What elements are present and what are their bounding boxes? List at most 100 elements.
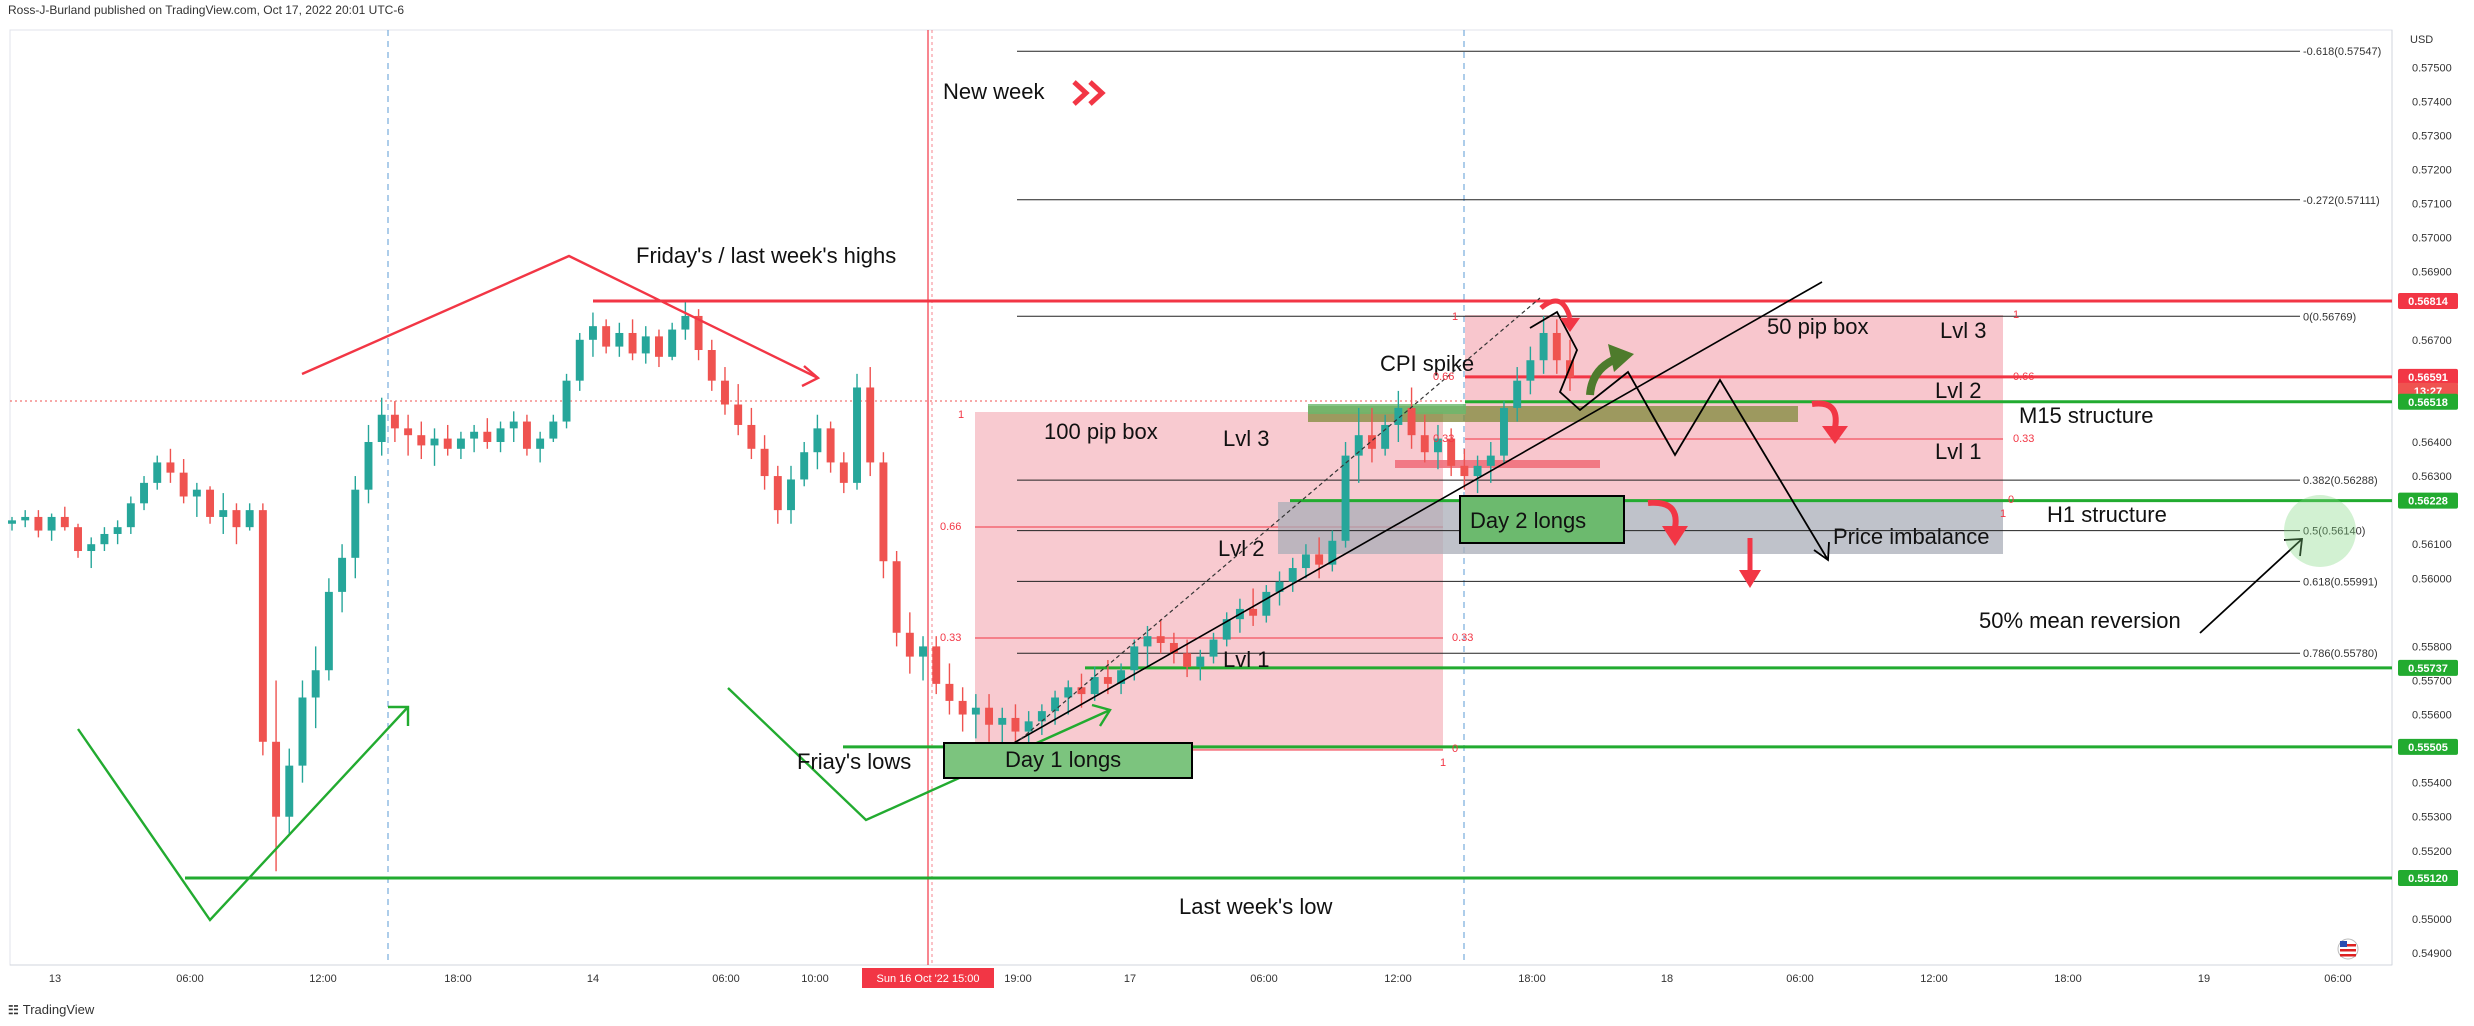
arrowhead xyxy=(1813,541,1830,562)
time-axis[interactable]: 13 06:00 12:00 18:00 14 06:00 10:00 Sun 16 Oct … xyxy=(49,968,2352,988)
day1-longs-box[interactable] xyxy=(943,742,1193,779)
time-tick-label: 06:00 xyxy=(176,973,204,985)
candle-body xyxy=(971,707,980,715)
candle-body xyxy=(1328,540,1337,565)
price-badge-label: 0.55505 xyxy=(2408,742,2448,754)
box-label: 0.66 xyxy=(1433,371,1454,383)
candle-body xyxy=(747,424,756,449)
trendline-dashed[interactable] xyxy=(1014,297,1541,745)
fibonacci-retracement[interactable]: -0.618(0.57547) -0.272(0.57111) 0(0.56769)… xyxy=(1017,46,2381,660)
green-v-left xyxy=(77,706,409,922)
candle-body xyxy=(206,489,215,517)
candle-body xyxy=(760,448,769,477)
box-label: 0.33 xyxy=(940,632,961,644)
box-label: 1 xyxy=(2000,508,2006,520)
time-tick-label: 19 xyxy=(2198,973,2210,985)
price-tick-label: 0.55600 xyxy=(2412,710,2452,722)
small-red-zone xyxy=(1395,460,1600,468)
price-tick-label: 0.55400 xyxy=(2412,778,2452,790)
price-tick-label: 0.56300 xyxy=(2412,471,2452,483)
label-friday-highs: Friday's / last week's highs xyxy=(636,243,896,268)
price-badge xyxy=(2398,870,2458,887)
candle-body xyxy=(1222,619,1231,640)
candle-body xyxy=(1024,721,1033,732)
label-lvl2-left: Lvl 2 xyxy=(1218,536,1264,561)
label-100-pip-box: 100 pip box xyxy=(1044,419,1158,444)
candle-body xyxy=(932,646,941,684)
price-axis[interactable]: 0.57500 0.57400 0.57300 0.57200 0.57100 0.570… xyxy=(2398,62,2458,960)
price-badge-label: 0.56591 xyxy=(2408,372,2448,384)
price-badge-label: 0.56814 xyxy=(2408,296,2449,308)
candle-body xyxy=(1473,465,1482,477)
candle-body xyxy=(430,438,439,446)
candle-body xyxy=(377,414,386,442)
arrowhead xyxy=(801,365,821,388)
candle-body xyxy=(681,315,690,330)
fib-level-label: 0.5(0.56140) xyxy=(2303,526,2365,538)
time-tick-label: 10:00 xyxy=(801,973,829,985)
candle-body xyxy=(1407,407,1416,436)
price-badge xyxy=(2398,292,2458,309)
candle-body xyxy=(1513,380,1522,408)
arrowhead xyxy=(1091,703,1112,727)
box-label: 0.33 xyxy=(1433,433,1454,445)
price-badge xyxy=(2398,368,2458,385)
candle-body xyxy=(509,421,518,429)
candle-body xyxy=(1262,591,1271,616)
price-tick-label: 0.55300 xyxy=(2412,812,2452,824)
label-lvl1-right: Lvl 1 xyxy=(1935,439,1981,464)
box-label: 0 xyxy=(1452,743,1458,755)
price-tick-label: 0.57500 xyxy=(2412,62,2452,74)
candle-body xyxy=(113,527,122,534)
double-chevron-icon xyxy=(1072,80,1106,106)
price-tick-label: 0.56000 xyxy=(2412,573,2452,585)
time-tick-label: 06:00 xyxy=(1250,973,1278,985)
candle-body xyxy=(628,332,637,354)
currency-label: USD xyxy=(2410,34,2433,46)
candle-body xyxy=(1103,677,1112,684)
candle-body xyxy=(47,516,56,531)
day2-longs-box[interactable] xyxy=(1459,495,1625,544)
candle-body xyxy=(853,387,861,483)
candle-body xyxy=(417,435,426,446)
candle-body xyxy=(522,421,531,449)
publisher-header: Ross-J-Burland published on TradingView.… xyxy=(8,3,404,17)
time-tick-label: 06:00 xyxy=(1786,973,1814,985)
green-curve-arrow xyxy=(1586,344,1634,396)
candle-body xyxy=(404,428,413,436)
candle-body xyxy=(74,527,82,552)
price-tick-label: 0.57100 xyxy=(2412,199,2452,211)
trendline-upward[interactable] xyxy=(1004,281,1823,749)
candle-body xyxy=(192,489,201,497)
candle-body xyxy=(826,428,835,463)
price-badge xyxy=(2398,659,2458,676)
green-zone xyxy=(1308,404,1466,414)
price-imbalance-box[interactable] xyxy=(1278,502,2003,554)
time-badge-label: Sun 16 Oct '22 15:00 xyxy=(876,973,979,985)
candle-body xyxy=(1143,636,1152,647)
candle-body xyxy=(1420,435,1429,453)
time-tick-label: 18 xyxy=(1661,973,1673,985)
us-flag-icon[interactable] xyxy=(2337,938,2359,960)
candle-body xyxy=(1275,581,1284,592)
candle-body xyxy=(60,516,69,528)
candle-body xyxy=(1196,656,1205,667)
time-tick-label: 18:00 xyxy=(2054,973,2082,985)
candle-body xyxy=(945,683,954,701)
label-lvl2-right: Lvl 2 xyxy=(1935,378,1981,403)
box-label: 1 xyxy=(1440,757,1446,769)
candle-body xyxy=(1434,438,1442,453)
candle-body xyxy=(324,591,333,671)
projection-path[interactable] xyxy=(1529,310,1829,561)
price-tick-label: 0.56700 xyxy=(2412,335,2452,347)
tradingview-brand[interactable]: ☷ TradingView xyxy=(8,1002,94,1017)
box-label: 0.66 xyxy=(940,521,961,533)
price-badge xyxy=(2398,738,2458,755)
candle-body xyxy=(839,462,848,483)
candle-body xyxy=(1539,332,1548,361)
candle-body xyxy=(311,670,320,698)
candle-body xyxy=(813,428,822,453)
red-curve-arrow xyxy=(1539,298,1580,332)
price-badge-label: 0.56228 xyxy=(2408,496,2448,508)
